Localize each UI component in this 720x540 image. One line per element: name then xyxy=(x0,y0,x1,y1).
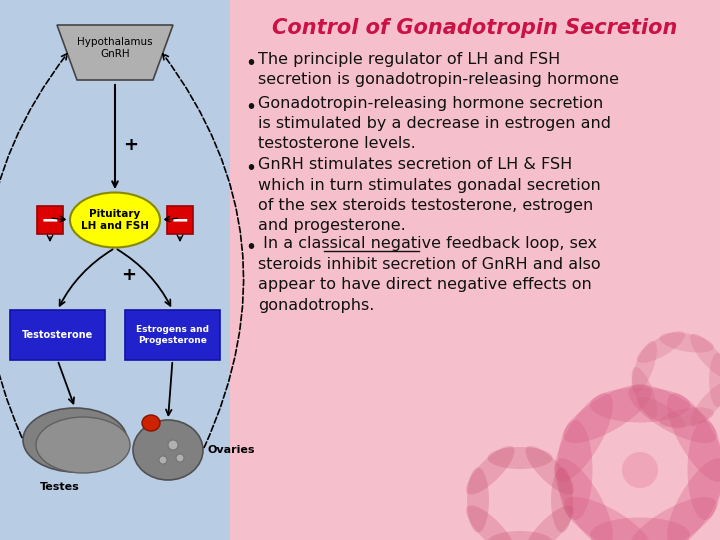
Ellipse shape xyxy=(563,497,652,540)
Ellipse shape xyxy=(690,334,720,377)
Ellipse shape xyxy=(526,446,574,495)
Text: In a classical negative feedback loop, sex
steroids inhibit secretion of GnRH an: In a classical negative feedback loop, s… xyxy=(258,237,600,313)
Bar xyxy=(167,206,193,234)
Text: GnRH stimulates secretion of LH & FSH
which in turn stimulates gonadal secretion: GnRH stimulates secretion of LH & FSH wh… xyxy=(258,157,600,233)
Ellipse shape xyxy=(660,333,714,353)
Ellipse shape xyxy=(590,388,690,422)
Ellipse shape xyxy=(590,517,690,540)
Text: Testosterone: Testosterone xyxy=(22,330,93,340)
Ellipse shape xyxy=(551,468,573,532)
Ellipse shape xyxy=(467,468,489,532)
Text: Testes: Testes xyxy=(40,482,80,492)
Ellipse shape xyxy=(629,497,716,540)
Text: Estrogens and
Progesterone: Estrogens and Progesterone xyxy=(136,325,209,345)
Text: +: + xyxy=(123,136,138,154)
Text: Gonadotropin-releasing hormone secretion
is stimulated by a decrease in estrogen: Gonadotropin-releasing hormone secretion… xyxy=(258,96,611,151)
Bar xyxy=(37,206,63,234)
Text: −: − xyxy=(171,210,189,230)
Ellipse shape xyxy=(667,393,720,482)
Ellipse shape xyxy=(631,341,657,393)
Ellipse shape xyxy=(557,420,593,520)
Ellipse shape xyxy=(554,458,613,540)
Text: •: • xyxy=(245,239,256,258)
Ellipse shape xyxy=(466,505,515,540)
Ellipse shape xyxy=(70,192,160,247)
Ellipse shape xyxy=(636,331,685,363)
Circle shape xyxy=(622,452,658,488)
Circle shape xyxy=(176,454,184,462)
Ellipse shape xyxy=(36,417,130,473)
Ellipse shape xyxy=(636,397,685,429)
Text: The principle regulator of LH and FSH
secretion is gonadotropin-releasing hormon: The principle regulator of LH and FSH se… xyxy=(258,52,619,87)
Bar xyxy=(10,310,105,360)
Ellipse shape xyxy=(526,505,574,540)
Bar xyxy=(0,0,230,540)
Bar xyxy=(125,310,220,360)
Ellipse shape xyxy=(709,353,720,408)
Ellipse shape xyxy=(133,420,203,480)
Text: •: • xyxy=(245,159,256,178)
Text: •: • xyxy=(245,54,256,73)
Ellipse shape xyxy=(554,393,613,482)
Text: +: + xyxy=(121,266,136,284)
Text: Hypothalamus
GnRH: Hypothalamus GnRH xyxy=(77,37,153,59)
Text: Control of Gonadotropin Secretion: Control of Gonadotropin Secretion xyxy=(272,18,678,38)
Ellipse shape xyxy=(667,458,720,540)
Ellipse shape xyxy=(563,384,652,443)
Ellipse shape xyxy=(487,531,552,540)
Ellipse shape xyxy=(660,407,714,428)
Ellipse shape xyxy=(487,447,552,469)
Text: Ovaries: Ovaries xyxy=(208,445,256,455)
Bar xyxy=(230,0,720,540)
Ellipse shape xyxy=(688,420,720,520)
Polygon shape xyxy=(57,25,173,80)
Ellipse shape xyxy=(466,446,515,495)
Ellipse shape xyxy=(23,408,127,472)
Circle shape xyxy=(159,456,167,464)
Ellipse shape xyxy=(690,382,720,426)
Ellipse shape xyxy=(629,384,716,443)
Text: Pituitary
LH and FSH: Pituitary LH and FSH xyxy=(81,209,149,231)
Text: −: − xyxy=(41,210,59,230)
Circle shape xyxy=(168,440,178,450)
Ellipse shape xyxy=(142,415,160,431)
Ellipse shape xyxy=(631,367,657,419)
Text: •: • xyxy=(245,98,256,117)
